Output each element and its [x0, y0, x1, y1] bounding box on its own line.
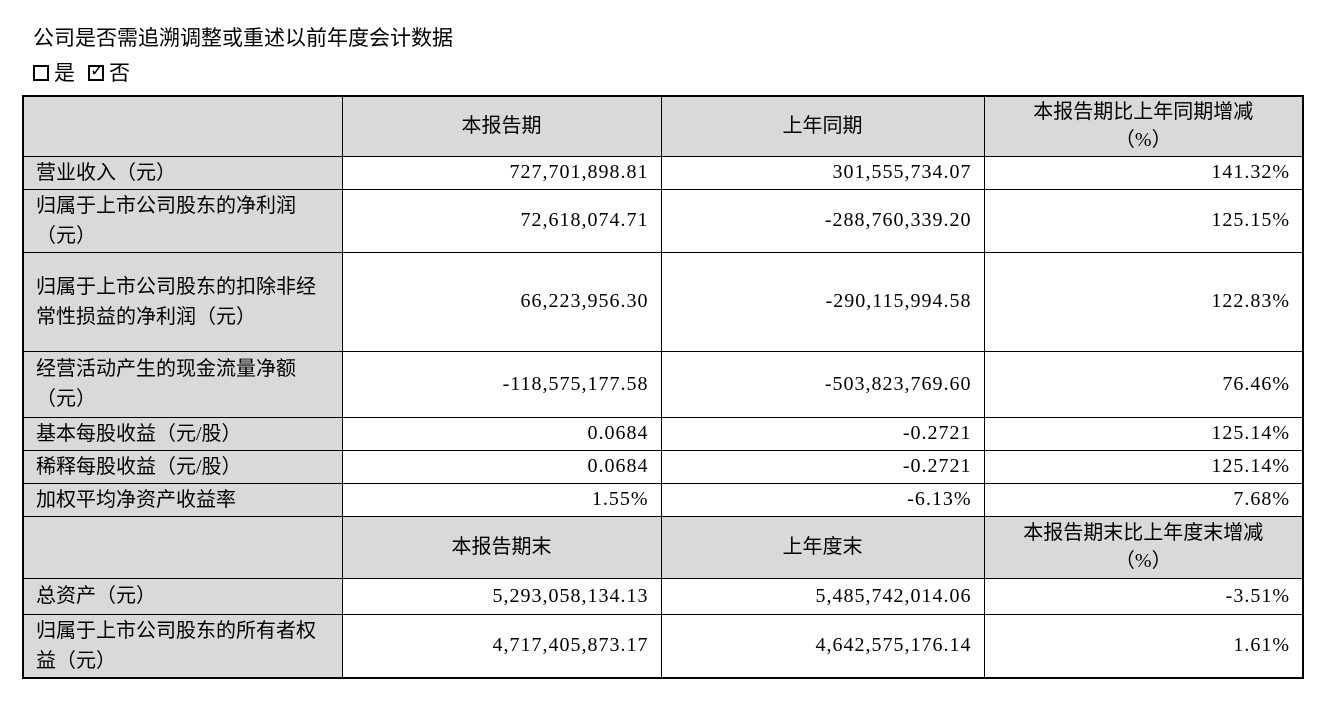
row-basic-eps: 基本每股收益（元/股） 0.0684 -0.2721 125.14% [22, 416, 1304, 451]
period-header-row: 本报告期 上年同期 本报告期比上年同期增减 （%） [22, 95, 1304, 157]
change-cell: 125.15% [983, 188, 1304, 253]
col-header-period-change: 本报告期比上年同期增减 （%） [983, 95, 1304, 157]
row-label-cell: 营业收入（元） [22, 155, 343, 190]
prior-period-cell: 4,642,575,176.14 [660, 613, 985, 679]
row-operating-cash-flow: 经营活动产生的现金流量净额（元） -118,575,177.58 -503,82… [22, 350, 1304, 418]
row-net-profit: 归属于上市公司股东的净利润（元） 72,618,074.71 -288,760,… [22, 188, 1304, 253]
checkbox-no[interactable]: ✓ 否 [88, 60, 130, 86]
prior-period-cell: -0.2721 [660, 416, 985, 451]
current-period-cell: 0.0684 [341, 449, 662, 484]
document-page: 公司是否需追溯调整或重述以前年度会计数据 是 ✓ 否 本报告期 上年同期 本报告… [22, 26, 1326, 679]
checkbox-checked-icon: ✓ [88, 61, 104, 81]
current-period-cell: 5,293,058,134.13 [341, 577, 662, 615]
checkbox-yes-label: 是 [54, 61, 75, 85]
current-period-cell: 72,618,074.71 [341, 188, 662, 253]
col-header-prior-year-end: 上年度末 [660, 515, 985, 579]
current-period-cell: 0.0684 [341, 416, 662, 451]
prior-period-cell: -503,823,769.60 [660, 350, 985, 418]
prior-period-cell: -288,760,339.20 [660, 188, 985, 253]
row-label-cell: 稀释每股收益（元/股） [22, 449, 343, 484]
row-label-cell: 归属于上市公司股东的净利润（元） [22, 188, 343, 253]
current-period-cell: 1.55% [341, 482, 662, 517]
change-cell: 76.46% [983, 350, 1304, 418]
change-cell: 122.83% [983, 251, 1304, 352]
row-label-cell: 归属于上市公司股东的所有者权益（元） [22, 613, 343, 679]
check-mark-icon: ✓ [90, 61, 105, 81]
row-label-cell: 基本每股收益（元/股） [22, 416, 343, 451]
current-period-cell: -118,575,177.58 [341, 350, 662, 418]
current-period-cell: 727,701,898.81 [341, 155, 662, 190]
prior-period-cell: -290,115,994.58 [660, 251, 985, 352]
row-label-cell: 加权平均净资产收益率 [22, 482, 343, 517]
checkbox-unchecked-icon [33, 65, 49, 81]
row-net-profit-excl-nonrecurring: 归属于上市公司股东的扣除非经常性损益的净利润（元） 66,223,956.30 … [22, 251, 1304, 352]
balance-header-row: 本报告期末 上年度末 本报告期末比上年度末增减 （%） [22, 515, 1304, 579]
checkbox-row: 是 ✓ 否 [33, 60, 1326, 86]
row-label-cell: 经营活动产生的现金流量净额（元） [22, 350, 343, 418]
current-period-cell: 4,717,405,873.17 [341, 613, 662, 679]
row-label-cell: 总资产（元） [22, 577, 343, 615]
col-header-prior-period: 上年同期 [660, 95, 985, 157]
row-label-cell: 归属于上市公司股东的扣除非经常性损益的净利润（元） [22, 251, 343, 352]
col-header-year-end-change: 本报告期末比上年度末增减 （%） [983, 515, 1304, 579]
prior-period-cell: 301,555,734.07 [660, 155, 985, 190]
current-period-cell: 66,223,956.30 [341, 251, 662, 352]
header-blank-cell [22, 515, 343, 579]
change-cell: 125.14% [983, 449, 1304, 484]
prior-period-cell: 5,485,742,014.06 [660, 577, 985, 615]
row-weighted-avg-roe: 加权平均净资产收益率 1.55% -6.13% 7.68% [22, 482, 1304, 517]
col-header-current-period: 本报告期 [341, 95, 662, 157]
checkbox-no-label: 否 [109, 61, 130, 85]
change-cell: 141.32% [983, 155, 1304, 190]
row-shareholders-equity: 归属于上市公司股东的所有者权益（元） 4,717,405,873.17 4,64… [22, 613, 1304, 679]
header-blank-cell [22, 95, 343, 157]
question-text: 公司是否需追溯调整或重述以前年度会计数据 [33, 26, 453, 50]
change-cell: 1.61% [983, 613, 1304, 679]
key-financials-table: 本报告期 上年同期 本报告期比上年同期增减 （%） 营业收入（元） 727,70… [22, 95, 1304, 679]
change-cell: 125.14% [983, 416, 1304, 451]
row-total-assets: 总资产（元） 5,293,058,134.13 5,485,742,014.06… [22, 577, 1304, 615]
prior-period-cell: -0.2721 [660, 449, 985, 484]
change-cell: -3.51% [983, 577, 1304, 615]
change-cell: 7.68% [983, 482, 1304, 517]
row-diluted-eps: 稀释每股收益（元/股） 0.0684 -0.2721 125.14% [22, 449, 1304, 484]
checkbox-yes[interactable]: 是 [33, 60, 75, 86]
row-operating-revenue: 营业收入（元） 727,701,898.81 301,555,734.07 14… [22, 155, 1304, 190]
prior-period-cell: -6.13% [660, 482, 985, 517]
col-header-period-end: 本报告期末 [341, 515, 662, 579]
